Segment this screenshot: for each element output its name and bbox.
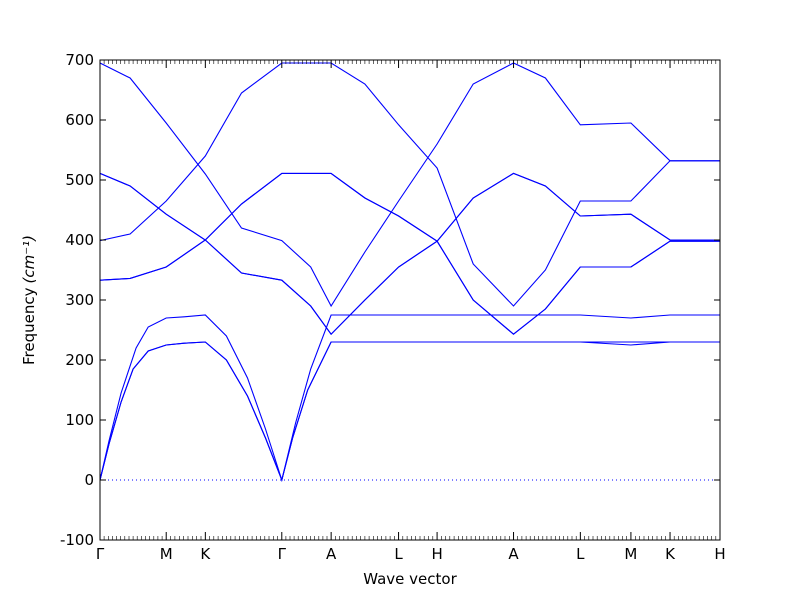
plot-frame bbox=[99, 59, 721, 541]
band-line-5 bbox=[99, 172, 720, 335]
y-tick-label: 200 bbox=[65, 351, 94, 369]
band-line-8 bbox=[99, 62, 720, 307]
band-line-3 bbox=[99, 314, 720, 483]
band-line-7 bbox=[99, 172, 720, 336]
y-tick-label: 700 bbox=[65, 51, 94, 69]
y-tick-label: 0 bbox=[84, 471, 94, 489]
x-tick-label: A bbox=[508, 545, 519, 563]
minor-ticks-group bbox=[103, 60, 717, 540]
y-tick-label: 600 bbox=[65, 111, 94, 129]
x-tick-label: K bbox=[200, 545, 211, 563]
y-tick-label: -100 bbox=[60, 531, 94, 549]
y-axis-label: Frequency (cm⁻¹) bbox=[20, 235, 38, 365]
y-tick-label: 500 bbox=[65, 171, 94, 189]
band-lines-group bbox=[99, 62, 720, 483]
band-line-9 bbox=[99, 62, 720, 308]
y-axis-label-unit: (cm⁻¹) bbox=[20, 235, 38, 284]
x-tick-label: L bbox=[576, 545, 585, 563]
x-tick-label: H bbox=[714, 545, 725, 563]
y-tick-label: 400 bbox=[65, 231, 94, 249]
x-tick-label: M bbox=[624, 545, 637, 563]
y-tick-label: 300 bbox=[65, 291, 94, 309]
x-tick-label: A bbox=[326, 545, 337, 563]
x-tick-label: Γ bbox=[278, 545, 287, 563]
x-tick-label: H bbox=[431, 545, 442, 563]
band-line-2 bbox=[99, 341, 720, 482]
x-tick-label: Γ bbox=[96, 545, 105, 563]
x-axis-label: Wave vector bbox=[363, 570, 457, 588]
x-tick-label: K bbox=[665, 545, 676, 563]
y-axis-label-text: Frequency bbox=[20, 287, 38, 365]
x-tick-label: M bbox=[160, 545, 173, 563]
x-tick-label: L bbox=[394, 545, 403, 563]
x-minor-ticks bbox=[103, 60, 717, 540]
y-tick-label: 100 bbox=[65, 411, 94, 429]
